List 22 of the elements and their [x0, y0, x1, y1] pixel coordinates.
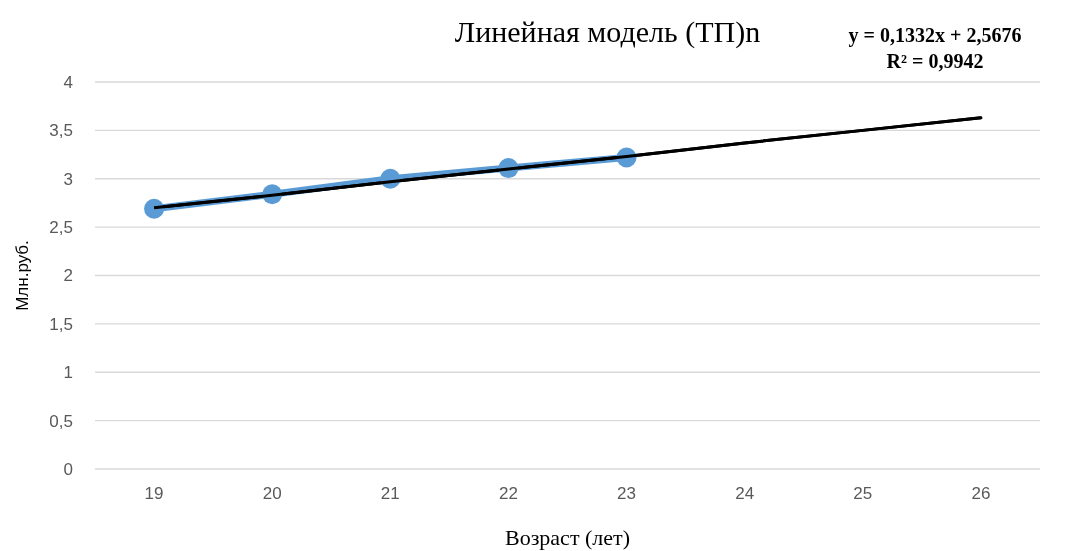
y-tick-label: 4	[63, 72, 73, 92]
y-axis-title: Млн.руб.	[13, 240, 32, 311]
x-tick-label: 22	[498, 484, 518, 503]
y-tick-label: 2,5	[49, 218, 73, 238]
text: y = 0,1332x + 2,5676	[848, 24, 1022, 47]
x-tick-label: 19	[144, 484, 164, 503]
y-tick-label: 3,5	[49, 121, 73, 141]
x-tick-label: 21	[380, 484, 400, 503]
y-tick-label: 1	[63, 363, 73, 383]
x-tick-label: 20	[262, 484, 282, 503]
y-tick-label: 0,5	[49, 411, 73, 431]
x-tick-label: 24	[735, 484, 755, 503]
text: R² = 0,9942	[886, 50, 984, 72]
y-tick-label: 3	[63, 169, 73, 189]
x-tick-label: 25	[853, 484, 873, 503]
x-tick-label: 23	[617, 484, 637, 503]
y-tick-label: 2	[63, 266, 73, 286]
chart-title: Линейная модель (ТП)n	[454, 15, 761, 49]
y-tick-label: 1,5	[49, 314, 73, 334]
y-tick-label: 0	[63, 459, 73, 479]
x-axis-title: Возраст (лет)	[504, 525, 631, 550]
x-tick-label: 26	[971, 484, 991, 503]
